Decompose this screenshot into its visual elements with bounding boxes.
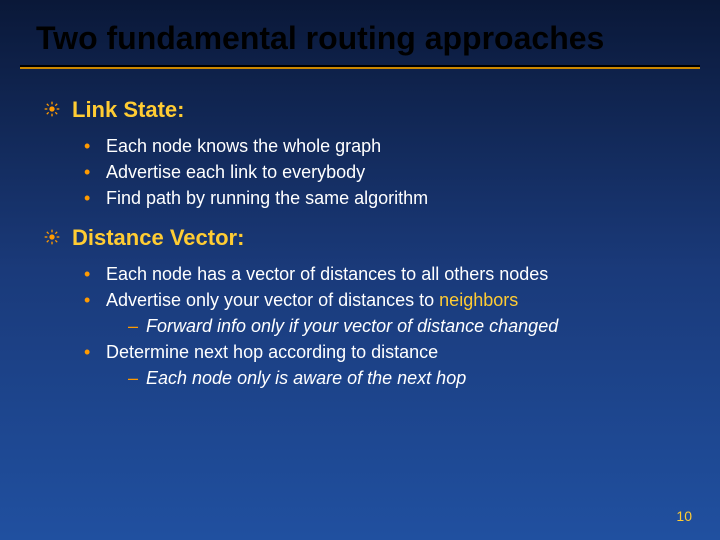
section-title: Link State: xyxy=(72,97,184,123)
section-head: Distance Vector: xyxy=(44,225,690,251)
list-item: Advertise each link to everybody xyxy=(84,159,690,185)
sunburst-icon xyxy=(44,229,60,245)
list-item: Find path by running the same algorithm xyxy=(84,185,690,211)
list-item: Each node has a vector of distances to a… xyxy=(84,261,690,287)
sub-list-item: Forward info only if your vector of dist… xyxy=(128,313,690,339)
list-item: Each node knows the whole graph xyxy=(84,133,690,159)
list-item: Advertise only your vector of distances … xyxy=(84,287,690,339)
list-item-text-prefix: Advertise only your vector of distances … xyxy=(106,290,439,310)
sub-list: Each node only is aware of the next hop xyxy=(106,365,690,391)
sub-list-item: Each node only is aware of the next hop xyxy=(128,365,690,391)
section-link-state: Link State: Each node knows the whole gr… xyxy=(44,97,690,211)
sunburst-icon xyxy=(44,101,60,117)
section-title: Distance Vector: xyxy=(72,225,244,251)
title-rule-accent xyxy=(20,67,700,69)
bullet-list: Each node has a vector of distances to a… xyxy=(44,261,690,391)
slide-content: Link State: Each node knows the whole gr… xyxy=(30,97,690,392)
section-distance-vector: Distance Vector: Each node has a vector … xyxy=(44,225,690,391)
bullet-list: Each node knows the whole graph Advertis… xyxy=(44,133,690,211)
slide-title: Two fundamental routing approaches xyxy=(30,20,690,57)
slide: Two fundamental routing approaches Link … xyxy=(0,0,720,540)
page-number: 10 xyxy=(676,508,692,524)
list-item: Determine next hop according to distance… xyxy=(84,339,690,391)
sub-list: Forward info only if your vector of dist… xyxy=(106,313,690,339)
section-head: Link State: xyxy=(44,97,690,123)
list-item-text: Determine next hop according to distance xyxy=(106,342,438,362)
highlight-text: neighbors xyxy=(439,290,518,310)
